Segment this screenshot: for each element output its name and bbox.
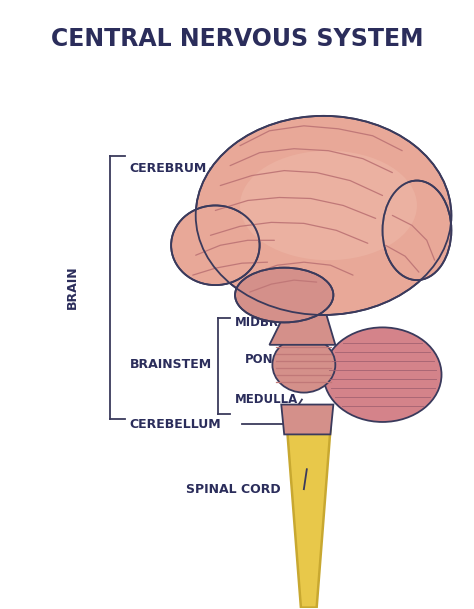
Text: BRAINSTEM: BRAINSTEM	[130, 358, 212, 371]
Ellipse shape	[196, 116, 451, 315]
Ellipse shape	[171, 205, 260, 285]
Text: CENTRAL NERVOUS SYSTEM: CENTRAL NERVOUS SYSTEM	[51, 27, 423, 51]
Text: MIDBRAIN: MIDBRAIN	[235, 317, 302, 329]
Ellipse shape	[273, 337, 335, 393]
Text: MEDULLA: MEDULLA	[235, 393, 298, 406]
Polygon shape	[281, 404, 333, 434]
Text: BRAIN: BRAIN	[66, 266, 79, 309]
Polygon shape	[269, 315, 335, 345]
Ellipse shape	[240, 150, 417, 260]
Ellipse shape	[383, 180, 451, 280]
Text: CEREBRUM: CEREBRUM	[130, 162, 207, 175]
Text: SPINAL CORD: SPINAL CORD	[186, 483, 281, 496]
Text: CEREBELLUM: CEREBELLUM	[130, 418, 221, 431]
Text: PONS: PONS	[245, 353, 282, 366]
Ellipse shape	[235, 268, 333, 322]
Polygon shape	[287, 429, 330, 608]
Ellipse shape	[324, 328, 441, 422]
